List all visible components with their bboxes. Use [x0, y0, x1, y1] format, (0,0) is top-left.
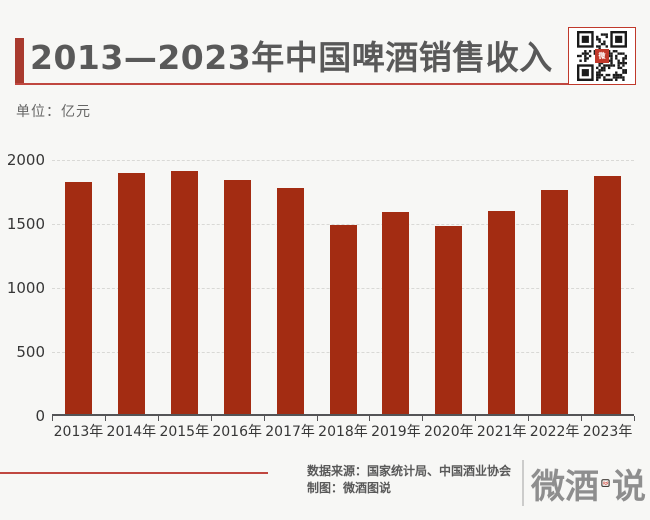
x-tick-label-2015年: 2015年 [159, 424, 210, 440]
bar-chart-plot-area [52, 160, 635, 421]
x-tick-label-2021年: 2021年 [476, 424, 527, 440]
title-underline [15, 83, 568, 85]
x-tick-label-2017年: 2017年 [265, 424, 315, 440]
wave-chart-icon [601, 479, 610, 487]
bar-2018年 [329, 225, 357, 414]
x-tick-label-2022年: 2022年 [529, 424, 580, 440]
y-axis-labels: 0 500 1000 1500 2000 [0, 151, 45, 425]
x-axis-tick [528, 416, 530, 421]
bar-2019年 [382, 212, 410, 414]
bar-2020年 [435, 226, 463, 414]
qr-pattern-icon [577, 31, 627, 81]
x-tick-label-2019年: 2019年 [371, 424, 421, 440]
qr-center-logo: 微 [595, 49, 609, 63]
x-axis-labels: 2013年 2014年 2015年 2016年 2017年 2018年 2019年 2020年… [52, 421, 634, 441]
title-accent-bar [15, 38, 24, 85]
gridline-2000 [52, 160, 634, 161]
data-source-text: 数据来源：国家统计局、中国酒业协会 [307, 464, 512, 478]
bar-2013年 [64, 182, 92, 414]
x-axis-tick [369, 416, 371, 421]
x-tick-label-2018年: 2018年 [318, 424, 368, 440]
bar-2015年 [170, 171, 198, 414]
bar-2023年 [594, 176, 622, 414]
source-block: 数据来源：国家统计局、中国酒业协会 制图：微酒图说 [307, 463, 522, 497]
brand-logo-text-left: 微酒 [531, 466, 599, 507]
y-tick-label-1000: 1000 [6, 279, 45, 297]
qr-code: 微 [568, 27, 636, 85]
brand-logo: 微酒 说 [531, 458, 646, 508]
y-tick-label-2000: 2000 [6, 151, 45, 169]
x-tick-label-2013年: 2013年 [53, 424, 104, 440]
bar-2022年 [541, 190, 569, 414]
x-axis-tick [157, 416, 159, 421]
x-axis-tick [104, 416, 106, 421]
y-tick-label-0: 0 [35, 407, 45, 425]
bar-2021年 [488, 211, 516, 414]
bar-2017年 [276, 188, 304, 414]
y-tick-label-1500: 1500 [6, 215, 45, 233]
footer-accent-line [0, 472, 268, 474]
x-axis-tick [422, 416, 424, 421]
x-axis-tick [263, 416, 265, 421]
x-tick-label-2020年: 2020年 [423, 424, 474, 440]
bar-2016年 [223, 180, 251, 414]
x-axis-tick [52, 416, 53, 421]
x-axis-tick [475, 416, 477, 421]
page-title: 2013—2023年中国啤酒销售收入 [30, 38, 553, 77]
x-tick-label-2014年: 2014年 [106, 424, 157, 440]
x-axis-tick [581, 416, 583, 421]
x-axis-tick [634, 416, 635, 421]
bar-2014年 [117, 173, 145, 414]
brand-logo-text-right: 说 [612, 466, 646, 507]
x-axis-tick [316, 416, 318, 421]
y-tick-label-500: 500 [16, 343, 45, 361]
x-tick-label-2023年: 2023年 [582, 424, 633, 440]
x-tick-label-2016年: 2016年 [212, 424, 262, 440]
credit-text: 制图：微酒图说 [307, 481, 392, 495]
unit-label: 单位：亿元 [16, 104, 91, 120]
x-axis-tick [210, 416, 212, 421]
footer-divider [522, 460, 524, 506]
gridline-1500 [52, 224, 634, 225]
